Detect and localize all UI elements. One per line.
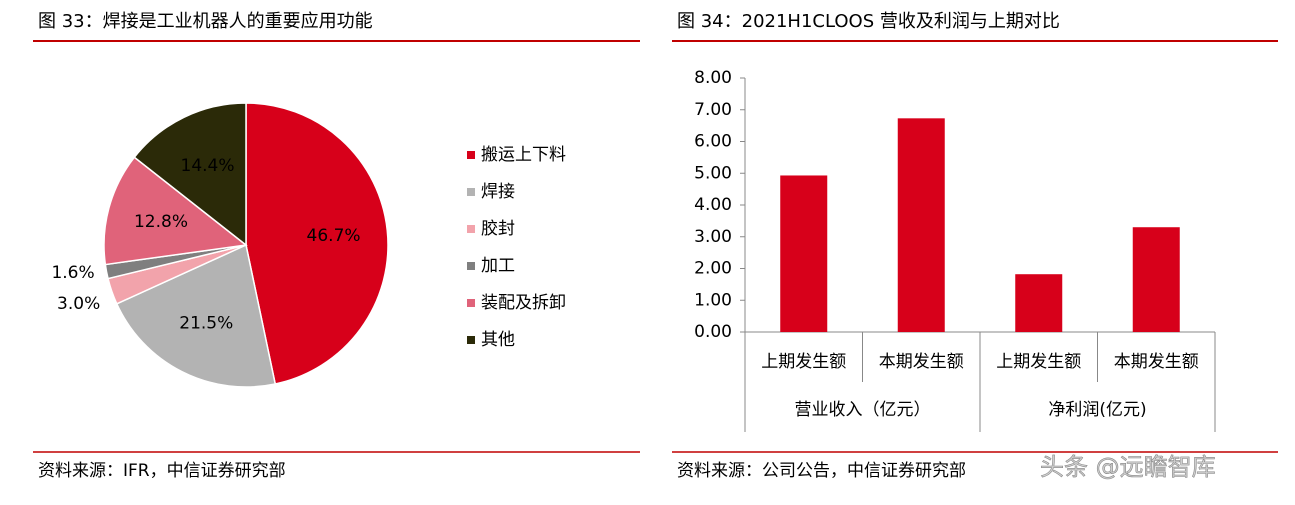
value-label: 12.8% (134, 212, 188, 232)
bar (897, 118, 945, 332)
bar (1132, 227, 1180, 332)
y-tick-label: 2.00 (694, 259, 732, 279)
y-tick-label: 4.00 (694, 195, 732, 215)
group-label: 营业收入（亿元） (795, 400, 931, 420)
pie-slice (245, 102, 389, 385)
legend-label: 搬运上下料 (481, 145, 566, 165)
legend-label: 焊接 (481, 182, 515, 202)
legend-label: 胶封 (481, 219, 515, 239)
pie-slice (115, 243, 277, 388)
bar (780, 175, 828, 332)
y-tick-label: 7.00 (694, 100, 732, 120)
value-label: 21.5% (179, 314, 233, 334)
y-tick-label: 1.00 (694, 290, 732, 310)
legend-swatch (467, 225, 475, 233)
chart-title: 图 33：焊接是工业机器人的重要应用功能 (38, 11, 373, 32)
y-tick-label: 8.00 (694, 68, 732, 88)
y-tick-label: 0.00 (694, 322, 732, 342)
source: 资料来源：IFR，中信证券研究部 (38, 461, 286, 481)
y-tick-label: 3.00 (694, 227, 732, 247)
value-label: 3.0% (57, 294, 100, 314)
y-tick-label: 6.00 (694, 132, 732, 152)
value-label: 14.4% (181, 156, 235, 176)
bar (1015, 274, 1063, 332)
x-tick-label: 上期发生额 (996, 352, 1081, 372)
y-tick-label: 5.00 (694, 163, 732, 183)
legend-swatch (467, 336, 475, 344)
legend-swatch (467, 299, 475, 307)
chart-title: 图 34：2021H1CLOOS 营收及利润与上期对比 (677, 11, 1060, 32)
pie-slice (133, 102, 247, 247)
legend-swatch (467, 188, 475, 196)
x-tick-label: 本期发生额 (1114, 352, 1199, 372)
legend-swatch (467, 262, 475, 270)
x-tick-label: 本期发生额 (879, 352, 964, 372)
group-label: 净利润(亿元) (1048, 400, 1146, 420)
legend-label: 加工 (481, 256, 515, 276)
value-label: 1.6% (51, 263, 94, 283)
value-label: 46.7% (307, 226, 361, 246)
x-tick-label: 上期发生额 (761, 352, 846, 372)
watermark: 头条 @远瞻智库 (1040, 453, 1216, 481)
source: 资料来源：公司公告，中信证券研究部 (677, 461, 966, 481)
pie-slice (103, 156, 248, 266)
legend-swatch (467, 151, 475, 159)
legend-label: 装配及拆卸 (481, 293, 566, 313)
legend-label: 其他 (481, 330, 515, 350)
